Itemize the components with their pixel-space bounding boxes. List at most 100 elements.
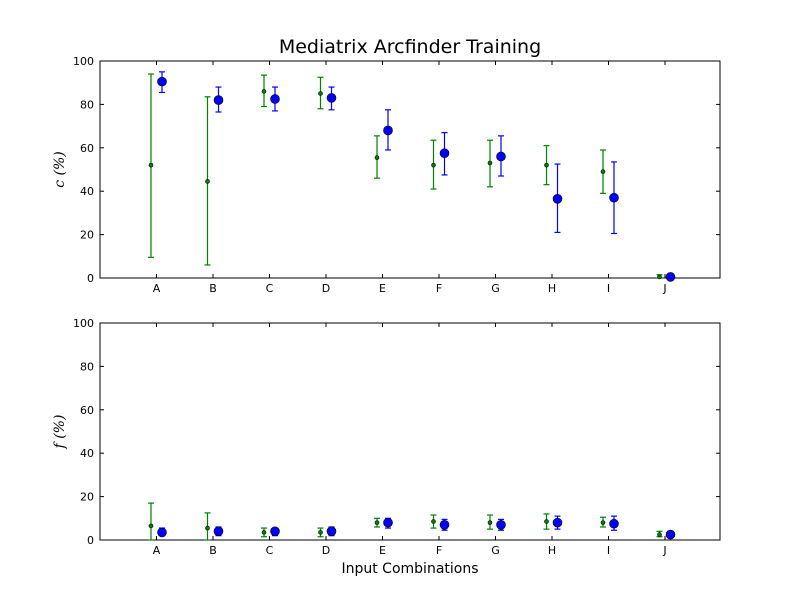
top-series-1-point-group: [261, 74, 267, 108]
bottom-y-ticks: 0 20 40 60 80 100: [73, 317, 720, 547]
bottom-x-tick-label: E: [379, 544, 386, 557]
bottom-series-2-point: [383, 517, 393, 528]
top-series-2-point: [383, 125, 393, 136]
top-series-1-point-group: [600, 149, 606, 194]
top-series-1-point-group: [374, 135, 380, 179]
top-x-tick-label: F: [436, 282, 442, 295]
top-series-1-point: [205, 179, 210, 184]
bottom-series-2-point: [552, 517, 563, 528]
top-series-2-point: [552, 193, 563, 204]
top-series-2-point-group: [326, 86, 337, 111]
top-series-2-point-group: [383, 109, 393, 151]
bottom-series-1-point: [600, 520, 606, 525]
top-x-tick-label: B: [209, 282, 217, 295]
bottom-series-1-point-group: [261, 527, 267, 538]
top-y-tick-label: 40: [80, 185, 94, 198]
top-series-2-point: [213, 95, 224, 105]
top-series-2-point-group: [665, 272, 676, 282]
top-series-2-point: [157, 76, 167, 87]
top-series-2-point: [439, 148, 450, 159]
bottom-series-2-point: [665, 529, 676, 540]
bottom-series-2-point-group: [157, 527, 167, 538]
top-series-2-point: [326, 93, 337, 103]
top-series-2-point: [609, 192, 619, 203]
bottom-series-2-point-group: [439, 518, 450, 531]
top-x-tick-label: C: [266, 282, 274, 295]
bottom-plot-frame: [99, 322, 721, 541]
bottom-series-2-point-group: [213, 526, 224, 537]
top-series-2-point-group: [552, 163, 563, 234]
bottom-series-2-point-group: [326, 526, 337, 537]
top-panel: 0 20 40 60 80 100 A B C D E F G H I J c (%): [52, 55, 721, 295]
top-series-1-point: [600, 169, 606, 174]
bottom-series-1-point: [261, 530, 267, 535]
top-series-2-point-group: [157, 71, 167, 94]
top-series-1-point-group: [430, 139, 437, 190]
bottom-y-tick-label: 40: [80, 447, 94, 460]
top-series-2-point-group: [213, 86, 224, 113]
top-series-1-point: [148, 162, 154, 168]
bottom-series-1-point-group: [204, 512, 211, 541]
top-series-1-point: [261, 89, 267, 94]
bottom-series-1-point-group: [148, 502, 154, 541]
bottom-series-2-point: [213, 526, 224, 537]
bottom-y-tick-label: 60: [80, 404, 94, 417]
bottom-series-1-point-group: [317, 527, 324, 538]
top-series-1-point: [318, 91, 323, 96]
bottom-y-axis-label: f (%): [52, 415, 68, 450]
bottom-series-2-point: [270, 526, 280, 537]
bottom-series-2-point: [157, 527, 167, 538]
bottom-x-tick-label: C: [266, 544, 274, 557]
bottom-series-1-point: [148, 523, 154, 529]
top-series-2-point-group: [609, 161, 619, 235]
top-series-2-point-group: [270, 86, 280, 112]
bottom-series-2-point: [496, 520, 506, 530]
top-x-tick-label: G: [491, 282, 500, 295]
bottom-series-2-point-group: [496, 518, 506, 531]
top-y-axis-label: c (%): [52, 151, 68, 188]
bottom-y-axis-unit: (%): [52, 415, 68, 444]
top-plot-frame: [99, 60, 721, 279]
bottom-y-tick-label: 0: [87, 534, 94, 547]
top-series-1-point-group: [148, 73, 154, 258]
bottom-series-1-point: [205, 525, 210, 531]
top-series-2-point: [496, 151, 506, 162]
top-series-1-point-group: [487, 139, 493, 188]
top-x-tick-label: D: [322, 282, 330, 295]
top-y-tick-label: 80: [80, 98, 94, 111]
top-x-tick-label: A: [153, 282, 161, 295]
top-x-tick-label: H: [548, 282, 556, 295]
bottom-y-tick-label: 20: [80, 491, 94, 504]
bottom-x-ticks: A B C D E F G H I J: [153, 323, 667, 557]
bottom-x-tick-label: J: [662, 544, 666, 557]
chart-title: Mediatrix Arcfinder Training: [279, 36, 541, 58]
bottom-series-2-point-group: [383, 517, 393, 529]
bottom-series-2-point-group: [270, 526, 280, 537]
bottom-series-1-point-group: [487, 514, 493, 530]
top-series-1-point-group: [317, 76, 324, 110]
top-series-1-point-group: [204, 96, 211, 266]
bottom-series-1-point-group: [543, 513, 550, 530]
bottom-series-1-point-group: [374, 517, 380, 528]
top-series-1-point: [431, 162, 436, 168]
bottom-series-1-point-group: [430, 514, 437, 529]
bottom-panel: 0 20 40 60 80 100 A B C D E F G H I J f (%): [52, 317, 721, 557]
bottom-y-tick-label: 100: [73, 317, 94, 330]
top-y-tick-label: 20: [80, 229, 94, 242]
bottom-series-1-point-group: [600, 516, 606, 528]
top-series-2-point-group: [439, 132, 450, 176]
bottom-series-2-point: [439, 520, 450, 530]
bottom-x-tick-label: G: [491, 544, 500, 557]
bottom-series-1-point: [544, 519, 549, 524]
bottom-series-1-point: [487, 520, 493, 525]
bottom-series-1-point-group: [656, 530, 663, 538]
bottom-series-2-point: [326, 526, 337, 537]
bottom-y-axis-symbol: f: [52, 440, 68, 449]
top-y-axis-symbol: c: [52, 180, 68, 188]
top-series-2-point: [665, 272, 676, 282]
bottom-series-2-point: [609, 518, 619, 529]
top-series-1-point: [657, 274, 662, 280]
bottom-series-1-point: [318, 530, 323, 535]
top-x-tick-label: J: [662, 282, 666, 295]
